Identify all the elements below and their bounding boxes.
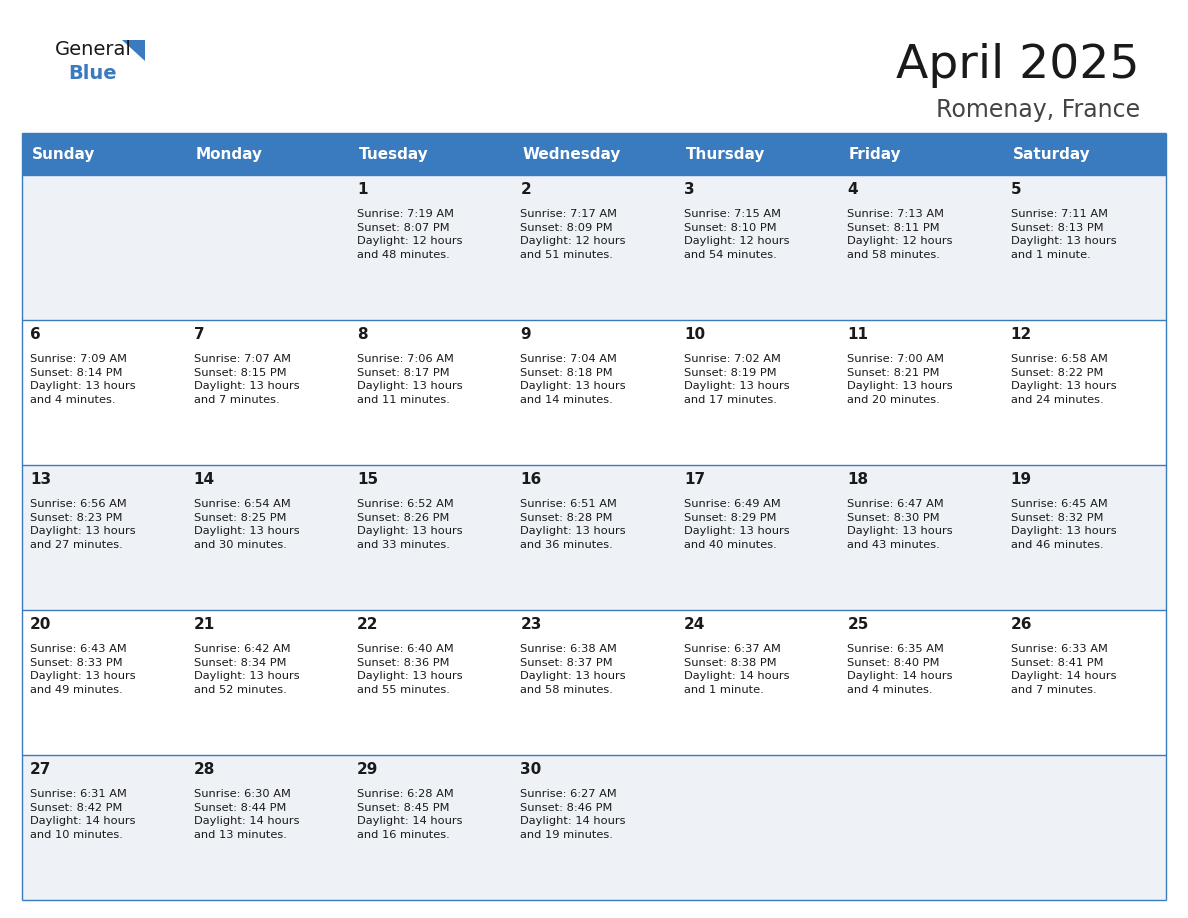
Text: Romenay, France: Romenay, France [936,98,1140,122]
Text: Sunrise: 6:45 AM
Sunset: 8:32 PM
Daylight: 13 hours
and 46 minutes.: Sunrise: 6:45 AM Sunset: 8:32 PM Dayligh… [1011,499,1117,550]
Text: 28: 28 [194,762,215,777]
Text: Sunrise: 6:27 AM
Sunset: 8:46 PM
Daylight: 14 hours
and 19 minutes.: Sunrise: 6:27 AM Sunset: 8:46 PM Dayligh… [520,789,626,840]
Text: April 2025: April 2025 [897,43,1140,88]
Text: 27: 27 [30,762,51,777]
Text: Sunrise: 7:02 AM
Sunset: 8:19 PM
Daylight: 13 hours
and 17 minutes.: Sunrise: 7:02 AM Sunset: 8:19 PM Dayligh… [684,354,790,405]
Text: 24: 24 [684,617,706,632]
Text: 25: 25 [847,617,868,632]
Text: Sunrise: 6:51 AM
Sunset: 8:28 PM
Daylight: 13 hours
and 36 minutes.: Sunrise: 6:51 AM Sunset: 8:28 PM Dayligh… [520,499,626,550]
Text: 7: 7 [194,327,204,342]
Text: Sunrise: 6:54 AM
Sunset: 8:25 PM
Daylight: 13 hours
and 30 minutes.: Sunrise: 6:54 AM Sunset: 8:25 PM Dayligh… [194,499,299,550]
Text: 6: 6 [30,327,40,342]
Polygon shape [122,40,145,61]
Text: Sunrise: 6:33 AM
Sunset: 8:41 PM
Daylight: 14 hours
and 7 minutes.: Sunrise: 6:33 AM Sunset: 8:41 PM Dayligh… [1011,644,1117,695]
Text: Sunrise: 7:04 AM
Sunset: 8:18 PM
Daylight: 13 hours
and 14 minutes.: Sunrise: 7:04 AM Sunset: 8:18 PM Dayligh… [520,354,626,405]
Bar [23,610,1165,755]
Text: 19: 19 [1011,472,1032,487]
Bar [23,175,1165,320]
Text: Sunrise: 7:11 AM
Sunset: 8:13 PM
Daylight: 13 hours
and 1 minute.: Sunrise: 7:11 AM Sunset: 8:13 PM Dayligh… [1011,209,1117,260]
Text: 15: 15 [358,472,378,487]
Bar [23,320,1165,465]
Text: Sunrise: 6:38 AM
Sunset: 8:37 PM
Daylight: 13 hours
and 58 minutes.: Sunrise: 6:38 AM Sunset: 8:37 PM Dayligh… [520,644,626,695]
Bar [23,133,1165,175]
Text: 1: 1 [358,182,367,197]
Text: 20: 20 [30,617,51,632]
Text: Monday: Monday [195,147,263,162]
Text: 18: 18 [847,472,868,487]
Text: 12: 12 [1011,327,1032,342]
Text: Sunrise: 7:13 AM
Sunset: 8:11 PM
Daylight: 12 hours
and 58 minutes.: Sunrise: 7:13 AM Sunset: 8:11 PM Dayligh… [847,209,953,260]
Text: 17: 17 [684,472,704,487]
Text: 14: 14 [194,472,215,487]
Text: General: General [55,40,132,59]
Text: 30: 30 [520,762,542,777]
Text: Tuesday: Tuesday [359,147,429,162]
Text: Sunrise: 6:30 AM
Sunset: 8:44 PM
Daylight: 14 hours
and 13 minutes.: Sunrise: 6:30 AM Sunset: 8:44 PM Dayligh… [194,789,299,840]
Text: 13: 13 [30,472,51,487]
Text: Sunrise: 7:17 AM
Sunset: 8:09 PM
Daylight: 12 hours
and 51 minutes.: Sunrise: 7:17 AM Sunset: 8:09 PM Dayligh… [520,209,626,260]
Text: Sunrise: 6:56 AM
Sunset: 8:23 PM
Daylight: 13 hours
and 27 minutes.: Sunrise: 6:56 AM Sunset: 8:23 PM Dayligh… [30,499,135,550]
Text: Sunrise: 6:42 AM
Sunset: 8:34 PM
Daylight: 13 hours
and 52 minutes.: Sunrise: 6:42 AM Sunset: 8:34 PM Dayligh… [194,644,299,695]
Text: 2: 2 [520,182,531,197]
Text: Saturday: Saturday [1012,147,1091,162]
Text: Sunrise: 6:52 AM
Sunset: 8:26 PM
Daylight: 13 hours
and 33 minutes.: Sunrise: 6:52 AM Sunset: 8:26 PM Dayligh… [358,499,462,550]
Text: Sunrise: 6:43 AM
Sunset: 8:33 PM
Daylight: 13 hours
and 49 minutes.: Sunrise: 6:43 AM Sunset: 8:33 PM Dayligh… [30,644,135,695]
Text: Friday: Friday [849,147,902,162]
Text: Sunrise: 6:47 AM
Sunset: 8:30 PM
Daylight: 13 hours
and 43 minutes.: Sunrise: 6:47 AM Sunset: 8:30 PM Dayligh… [847,499,953,550]
Text: 5: 5 [1011,182,1022,197]
Text: 16: 16 [520,472,542,487]
Text: Sunrise: 7:09 AM
Sunset: 8:14 PM
Daylight: 13 hours
and 4 minutes.: Sunrise: 7:09 AM Sunset: 8:14 PM Dayligh… [30,354,135,405]
Text: Wednesday: Wednesday [522,147,620,162]
Text: Sunrise: 7:00 AM
Sunset: 8:21 PM
Daylight: 13 hours
and 20 minutes.: Sunrise: 7:00 AM Sunset: 8:21 PM Dayligh… [847,354,953,405]
Text: 3: 3 [684,182,695,197]
Text: Sunrise: 6:31 AM
Sunset: 8:42 PM
Daylight: 14 hours
and 10 minutes.: Sunrise: 6:31 AM Sunset: 8:42 PM Dayligh… [30,789,135,840]
Text: Sunrise: 7:19 AM
Sunset: 8:07 PM
Daylight: 12 hours
and 48 minutes.: Sunrise: 7:19 AM Sunset: 8:07 PM Dayligh… [358,209,462,260]
Text: Sunrise: 7:07 AM
Sunset: 8:15 PM
Daylight: 13 hours
and 7 minutes.: Sunrise: 7:07 AM Sunset: 8:15 PM Dayligh… [194,354,299,405]
Text: 10: 10 [684,327,704,342]
Bar [23,755,1165,900]
Text: 9: 9 [520,327,531,342]
Text: Sunday: Sunday [32,147,95,162]
Text: 4: 4 [847,182,858,197]
Text: 26: 26 [1011,617,1032,632]
Text: Sunrise: 6:37 AM
Sunset: 8:38 PM
Daylight: 14 hours
and 1 minute.: Sunrise: 6:37 AM Sunset: 8:38 PM Dayligh… [684,644,789,695]
Text: 11: 11 [847,327,868,342]
Text: 23: 23 [520,617,542,632]
Text: 22: 22 [358,617,379,632]
Text: Sunrise: 6:40 AM
Sunset: 8:36 PM
Daylight: 13 hours
and 55 minutes.: Sunrise: 6:40 AM Sunset: 8:36 PM Dayligh… [358,644,462,695]
Text: Blue: Blue [68,64,116,83]
Bar [23,465,1165,610]
Text: Sunrise: 6:58 AM
Sunset: 8:22 PM
Daylight: 13 hours
and 24 minutes.: Sunrise: 6:58 AM Sunset: 8:22 PM Dayligh… [1011,354,1117,405]
Text: 8: 8 [358,327,367,342]
Text: Sunrise: 7:15 AM
Sunset: 8:10 PM
Daylight: 12 hours
and 54 minutes.: Sunrise: 7:15 AM Sunset: 8:10 PM Dayligh… [684,209,789,260]
Text: Sunrise: 6:35 AM
Sunset: 8:40 PM
Daylight: 14 hours
and 4 minutes.: Sunrise: 6:35 AM Sunset: 8:40 PM Dayligh… [847,644,953,695]
Text: 21: 21 [194,617,215,632]
Text: Sunrise: 6:28 AM
Sunset: 8:45 PM
Daylight: 14 hours
and 16 minutes.: Sunrise: 6:28 AM Sunset: 8:45 PM Dayligh… [358,789,462,840]
Text: Sunrise: 6:49 AM
Sunset: 8:29 PM
Daylight: 13 hours
and 40 minutes.: Sunrise: 6:49 AM Sunset: 8:29 PM Dayligh… [684,499,790,550]
Text: Sunrise: 7:06 AM
Sunset: 8:17 PM
Daylight: 13 hours
and 11 minutes.: Sunrise: 7:06 AM Sunset: 8:17 PM Dayligh… [358,354,462,405]
Text: 29: 29 [358,762,379,777]
Text: Thursday: Thursday [685,147,765,162]
